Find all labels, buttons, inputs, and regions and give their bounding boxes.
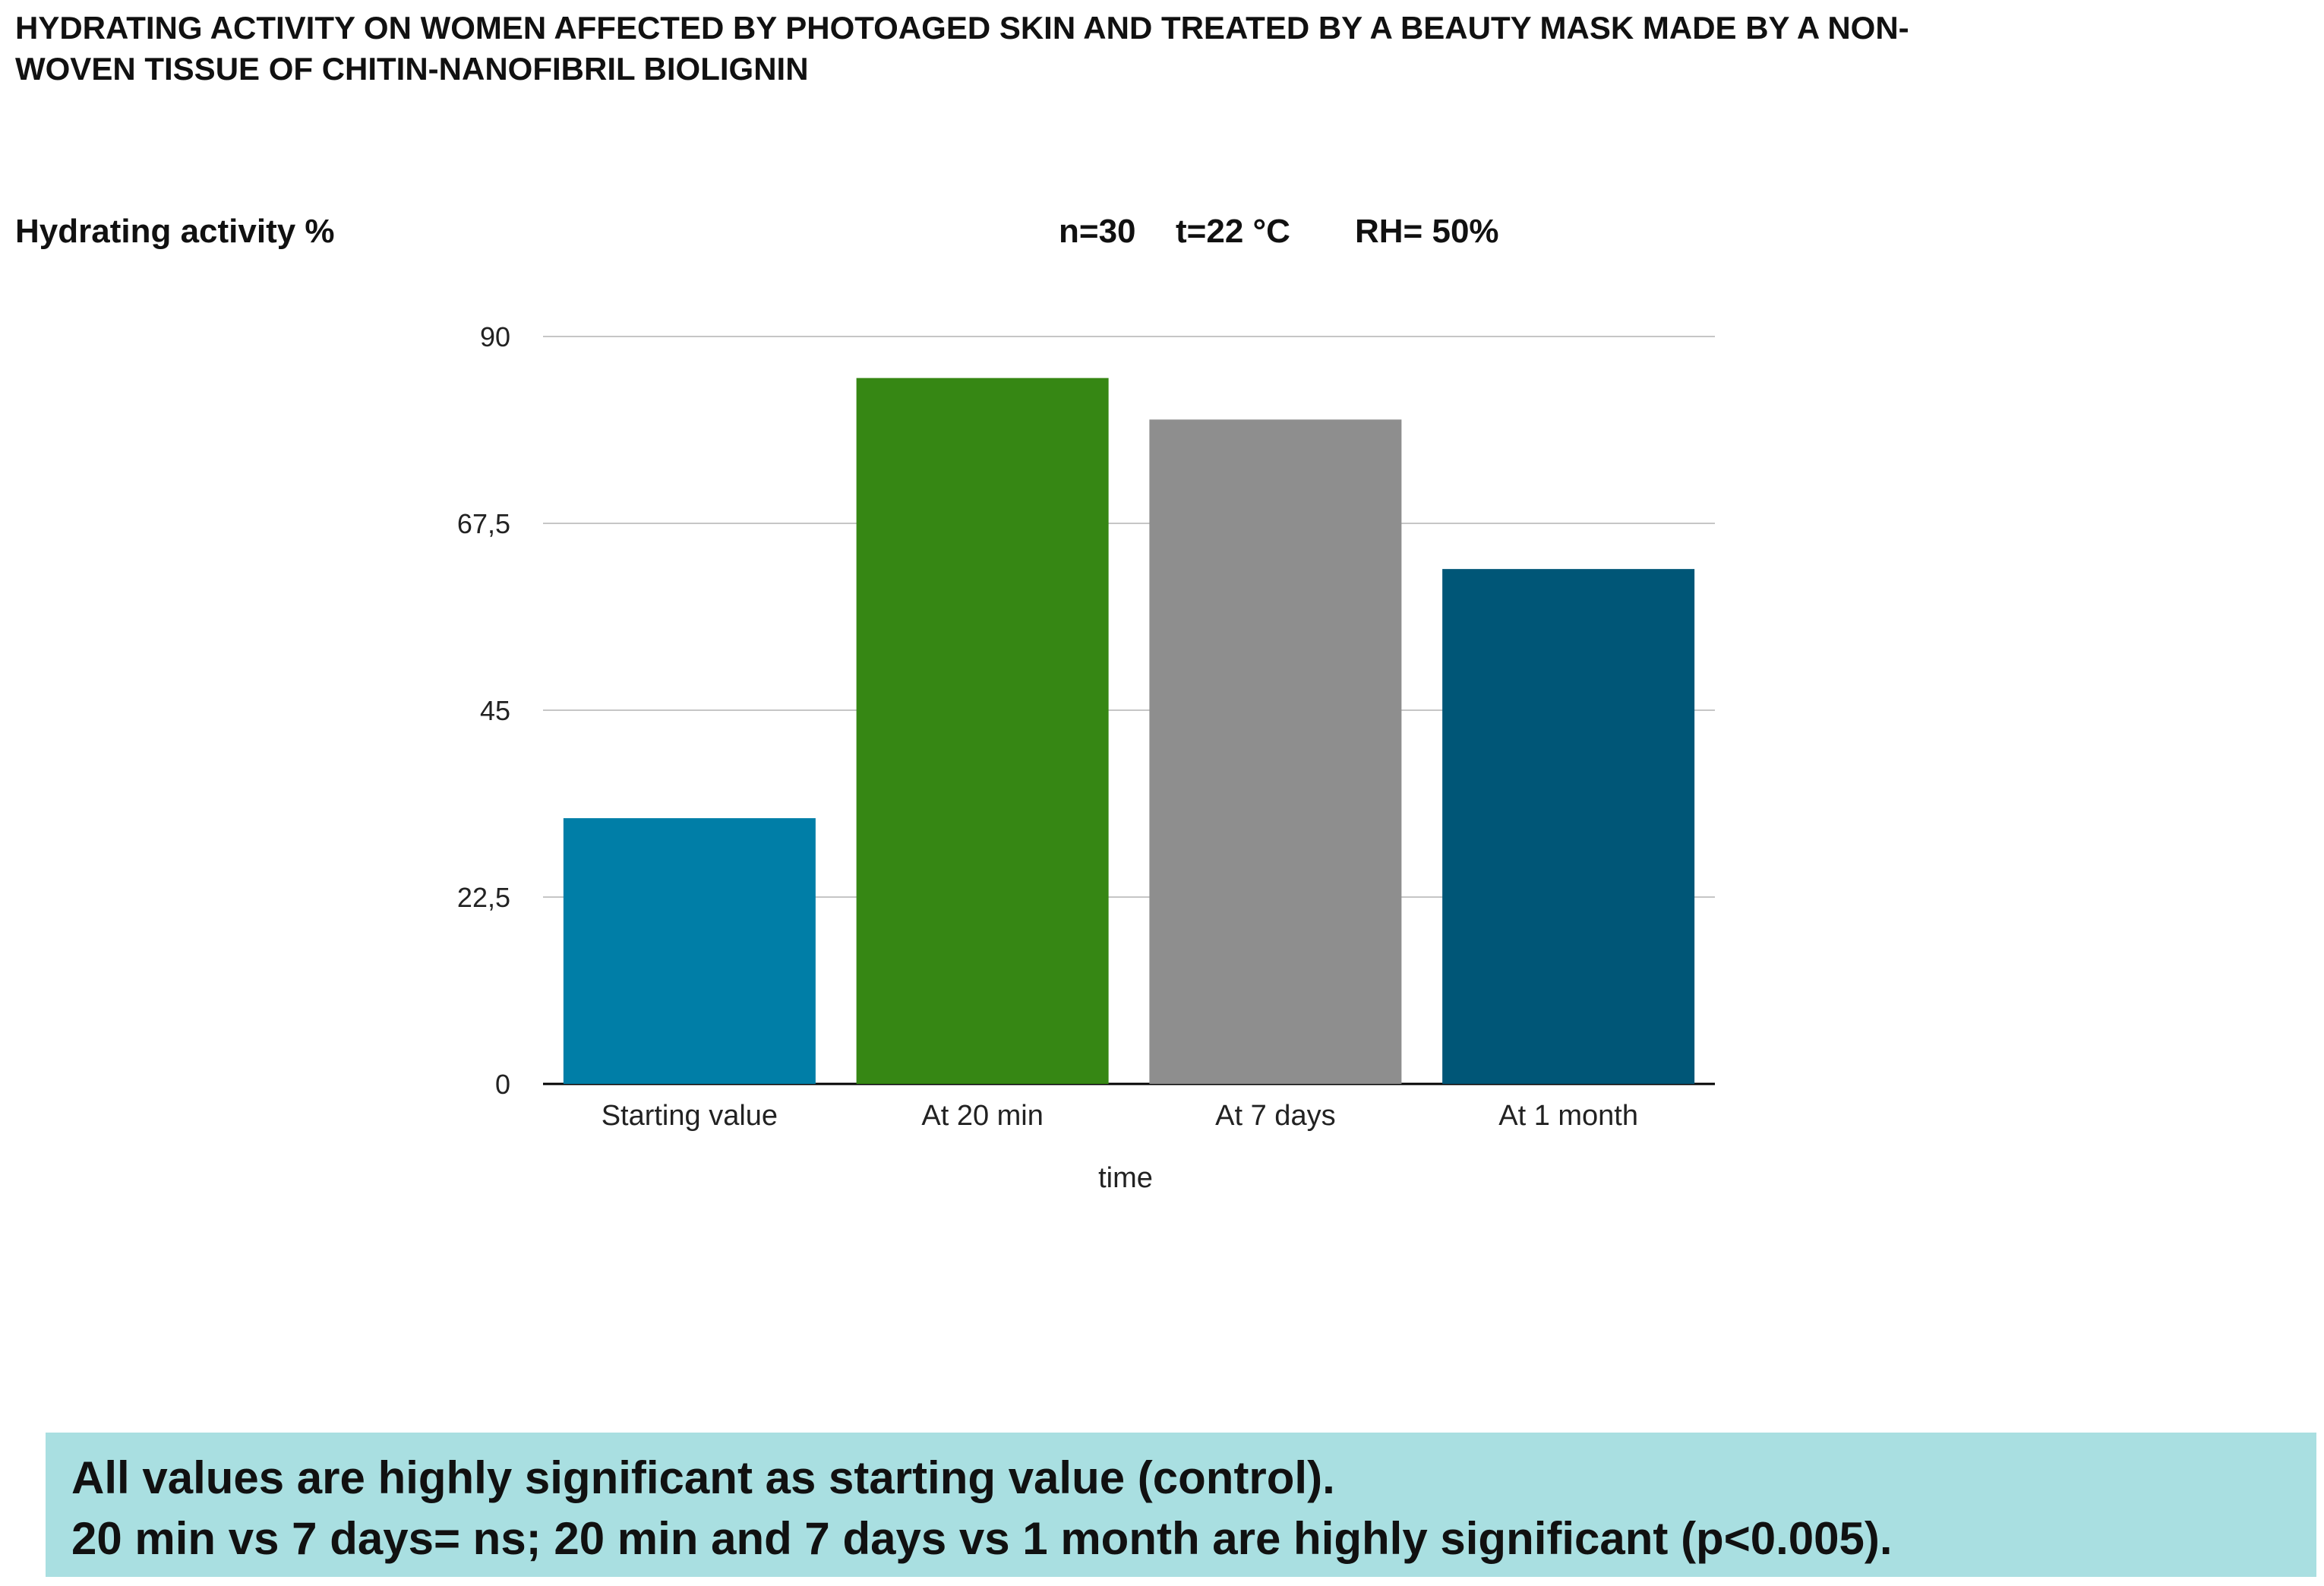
bar (856, 378, 1109, 1085)
humidity-label: RH= 50% (1355, 213, 1499, 250)
category-label: At 7 days (1215, 1100, 1335, 1132)
chart-title: HYDRATING ACTIVITY ON WOMEN AFFECTED BY … (15, 8, 2278, 90)
chart-title-line-1: HYDRATING ACTIVITY ON WOMEN AFFECTED BY … (15, 10, 1909, 46)
bar (563, 818, 816, 1084)
category-label: At 1 month (1498, 1100, 1638, 1132)
bar (1442, 569, 1695, 1084)
y-axis-label: Hydrating activity % (15, 213, 335, 250)
bar (1149, 419, 1402, 1084)
significance-note-line-2: 20 min vs 7 days= ns; 20 min and 7 days … (71, 1513, 1893, 1564)
significance-note-line-1: All values are highly significant as sta… (71, 1452, 1335, 1503)
y-tick-label: 22,5 (457, 882, 510, 913)
y-tick-label: 90 (480, 321, 510, 352)
bars (563, 378, 1695, 1085)
category-label: At 20 min (921, 1100, 1044, 1132)
y-tick-label: 45 (480, 695, 510, 726)
category-labels: Starting value At 20 min At 7 days At 1 mon… (602, 1100, 1638, 1132)
chart-title-line-2: WOVEN TISSUE OF CHITIN-NANOFIBRIL BIOLIG… (15, 51, 809, 87)
temperature-label: t=22 °C (1176, 213, 1290, 250)
bar-chart: 0 22,5 45 67,5 90 Starting value At 20 min At … (457, 321, 1715, 1194)
x-axis-label: time (1098, 1162, 1153, 1194)
y-tick-label: 0 (495, 1069, 510, 1100)
y-tick-labels: 0 22,5 45 67,5 90 (457, 321, 510, 1100)
significance-note: All values are highly significant as sta… (46, 1433, 2316, 1577)
category-label: Starting value (602, 1100, 778, 1132)
sample-size-label: n=30 (1059, 213, 1136, 250)
y-tick-label: 67,5 (457, 508, 510, 539)
